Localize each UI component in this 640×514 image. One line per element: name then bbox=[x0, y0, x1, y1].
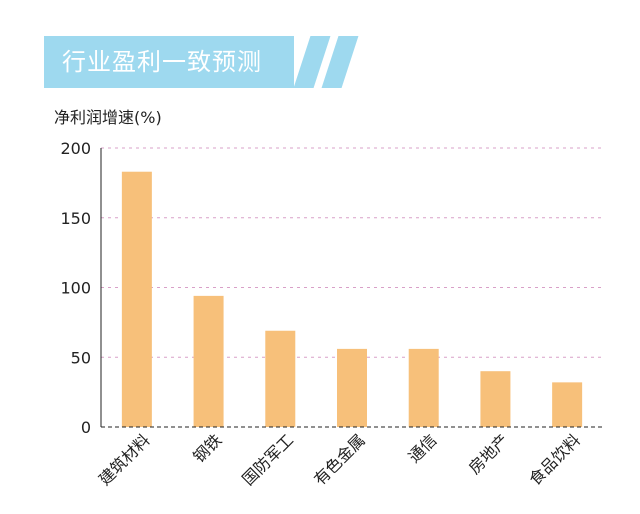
y-tick-label: 200 bbox=[60, 139, 91, 158]
x-tick-label: 钢铁 bbox=[189, 430, 225, 466]
y-tick-label: 150 bbox=[60, 209, 91, 228]
bar bbox=[337, 348, 367, 427]
x-tick-label: 房地产 bbox=[465, 430, 512, 477]
x-tick-label: 有色金属 bbox=[310, 430, 369, 489]
x-tick-label: 食品饮料 bbox=[525, 430, 584, 489]
bar bbox=[552, 382, 583, 427]
y-axis-label: 净利润增速(%) bbox=[54, 108, 162, 127]
y-tick-label: 50 bbox=[71, 348, 91, 367]
chart-title: 行业盈利一致预测 bbox=[62, 48, 262, 76]
x-tick-label: 建筑材料 bbox=[95, 430, 154, 489]
y-tick-label: 100 bbox=[60, 279, 91, 298]
bar bbox=[408, 348, 439, 427]
bar bbox=[480, 371, 511, 427]
bar bbox=[265, 330, 296, 427]
bar bbox=[121, 171, 152, 427]
y-tick-label: 0 bbox=[81, 418, 91, 437]
x-tick-label: 国防军工 bbox=[238, 430, 297, 489]
x-tick-label: 通信 bbox=[404, 430, 440, 466]
title-banner: 行业盈利一致预测 bbox=[44, 36, 294, 88]
bar bbox=[193, 295, 224, 427]
